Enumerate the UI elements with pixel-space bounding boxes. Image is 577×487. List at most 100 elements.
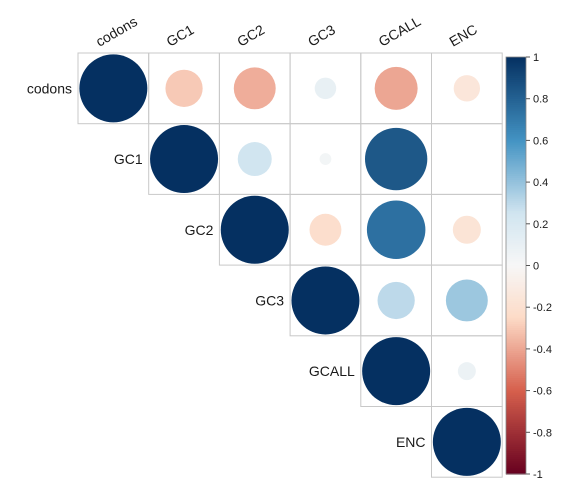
colorbar-segment bbox=[506, 394, 526, 398]
colorbar-segment bbox=[506, 284, 526, 287]
colorbar-segment bbox=[506, 453, 526, 456]
colorbar-segment bbox=[506, 373, 526, 377]
colorbar-segment bbox=[506, 271, 526, 275]
colorbar-segment bbox=[506, 384, 526, 388]
colorbar-segment bbox=[506, 136, 526, 139]
colorbar-segment bbox=[506, 323, 526, 327]
colorbar-segment bbox=[506, 407, 526, 410]
cell-ENC-ENC bbox=[431, 406, 503, 478]
colorbar-segment bbox=[506, 307, 526, 310]
colorbar-segment bbox=[506, 138, 526, 141]
top-label-GCALL: GCALL bbox=[376, 13, 424, 50]
colorbar-segment bbox=[506, 419, 526, 423]
top-axis-labels: codons GC1 GC2 GC3 GCALL ENC bbox=[93, 13, 480, 50]
colorbar-segment bbox=[506, 444, 526, 448]
colorbar-segment bbox=[506, 207, 526, 210]
colorbar-segment bbox=[506, 365, 526, 369]
colorbar-segment bbox=[506, 334, 526, 337]
colorbar-segment bbox=[506, 100, 526, 104]
colorbar-segment bbox=[506, 386, 526, 390]
circle-GC1-GC3 bbox=[319, 153, 332, 165]
colorbar-segment bbox=[506, 213, 526, 217]
colorbar-segment bbox=[506, 163, 526, 167]
colorbar-segment bbox=[506, 84, 526, 87]
colorbar-segment bbox=[506, 109, 526, 112]
colorbar-segment bbox=[506, 219, 526, 223]
colorbar-segment bbox=[506, 361, 526, 365]
colorbar-segment bbox=[506, 396, 526, 400]
row-label-GCALL: GCALL bbox=[309, 363, 355, 379]
circle-GC2-GC3 bbox=[309, 213, 342, 246]
colorbar-segment bbox=[506, 127, 526, 131]
colorbar-segment bbox=[506, 252, 526, 256]
colorbar-segment bbox=[506, 382, 526, 385]
colorbar-segment bbox=[506, 63, 526, 66]
colorbar-segment bbox=[506, 161, 526, 164]
circle-GCALL-GCALL bbox=[362, 337, 431, 406]
colorbar-segment bbox=[506, 69, 526, 73]
colorbar-segment bbox=[506, 155, 526, 158]
colorbar-segment bbox=[506, 192, 526, 196]
colorbar-segment bbox=[506, 188, 526, 192]
colorbar-segment bbox=[506, 292, 526, 296]
colorbar-segment bbox=[506, 465, 526, 469]
colorbar-segment bbox=[506, 405, 526, 408]
circle-ENC-ENC bbox=[432, 407, 501, 476]
colorbar-segment bbox=[506, 417, 526, 421]
colorbar-segment bbox=[506, 469, 526, 473]
colorbar-segment bbox=[506, 240, 526, 244]
colorbar-segment bbox=[506, 298, 526, 302]
colorbar-segment bbox=[506, 182, 526, 185]
colorbar-segment bbox=[506, 267, 526, 271]
colorbar-segment bbox=[506, 348, 526, 352]
colorbar-segment bbox=[506, 86, 526, 89]
circle-GC2-ENC bbox=[452, 215, 481, 244]
colorbar-segment bbox=[506, 440, 526, 444]
colorbar-tick-label: 0.4 bbox=[533, 177, 548, 189]
colorbar-segment bbox=[506, 459, 526, 463]
circle-codons-GC3 bbox=[314, 77, 337, 100]
colorbar-segment bbox=[506, 350, 526, 354]
colorbar-segment bbox=[506, 169, 526, 173]
colorbar-segment bbox=[506, 296, 526, 300]
top-label-GC2: GC2 bbox=[234, 21, 267, 49]
colorbar-segment bbox=[506, 294, 526, 298]
colorbar-segment bbox=[506, 115, 526, 119]
colorbar-segment bbox=[506, 171, 526, 175]
colorbar-segment bbox=[506, 309, 526, 312]
colorbar-segment bbox=[506, 209, 526, 212]
colorbar-segment bbox=[506, 432, 526, 435]
colorbar-segment bbox=[506, 380, 526, 383]
colorbar-segment bbox=[506, 96, 526, 100]
colorbar-segment bbox=[506, 200, 526, 204]
colorbar-segment bbox=[506, 134, 526, 137]
colorbar-segment bbox=[506, 423, 526, 427]
colorbar-segment bbox=[506, 67, 526, 71]
correlation-circles bbox=[79, 54, 501, 476]
colorbar-segment bbox=[506, 202, 526, 206]
circle-GC1-GC2 bbox=[237, 142, 272, 177]
row-label-ENC: ENC bbox=[396, 434, 426, 450]
colorbar-segment bbox=[506, 261, 526, 265]
colorbar-segment bbox=[506, 363, 526, 367]
colorbar-segment bbox=[506, 65, 526, 69]
colorbar-segment bbox=[506, 173, 526, 177]
colorbar-segment bbox=[506, 167, 526, 171]
colorbar-segment bbox=[506, 263, 526, 267]
colorbar-segment bbox=[506, 346, 526, 350]
colorbar-segment bbox=[506, 232, 526, 235]
colorbar-segment bbox=[506, 159, 526, 162]
colorbar-tick-label: 1 bbox=[533, 52, 539, 64]
circle-GC3-ENC bbox=[445, 279, 488, 322]
colorbar-segment bbox=[506, 467, 526, 471]
colorbar-segment bbox=[506, 265, 526, 269]
colorbar-segment bbox=[506, 290, 526, 294]
circle-codons-GCALL bbox=[374, 66, 418, 110]
colorbar-tick-label: -0.6 bbox=[533, 386, 552, 398]
colorbar-segment bbox=[506, 244, 526, 248]
colorbar-segment bbox=[506, 311, 526, 315]
colorbar-tick-label: 0.2 bbox=[533, 219, 548, 231]
colorbar-segment bbox=[506, 367, 526, 371]
colorbar-segment bbox=[506, 321, 526, 325]
colorbar-segment bbox=[506, 461, 526, 465]
